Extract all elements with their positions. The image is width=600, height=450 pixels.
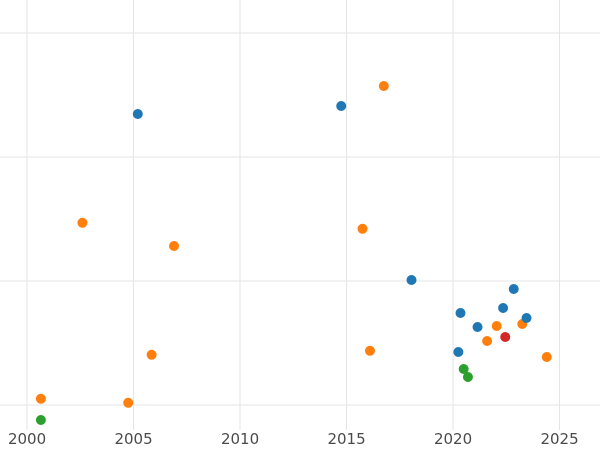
x-tick-label: 2020 bbox=[434, 430, 472, 448]
data-point-orange bbox=[77, 217, 88, 228]
data-point-orange bbox=[146, 349, 157, 360]
x-tick-label: 2015 bbox=[327, 430, 365, 448]
data-point-blue bbox=[508, 284, 519, 294]
data-point-blue bbox=[132, 109, 143, 119]
data-point-blue bbox=[521, 313, 532, 323]
x-tick-label: 2005 bbox=[114, 430, 152, 448]
data-point-blue bbox=[472, 322, 483, 332]
data-point-orange bbox=[169, 241, 180, 251]
x-tick-label: 2025 bbox=[540, 430, 578, 448]
data-point-orange bbox=[541, 352, 552, 362]
data-point-orange bbox=[378, 81, 389, 91]
data-point-orange bbox=[364, 345, 375, 356]
data-point-blue bbox=[498, 303, 509, 313]
data-point-orange bbox=[491, 321, 502, 331]
data-point-orange bbox=[123, 397, 134, 408]
data-point-green bbox=[35, 415, 46, 425]
x-tick-label: 2000 bbox=[8, 430, 46, 448]
data-point-red bbox=[500, 332, 511, 342]
data-point-orange bbox=[35, 393, 46, 404]
data-point-green bbox=[458, 364, 469, 374]
data-point-blue bbox=[336, 101, 347, 111]
data-point-blue bbox=[455, 308, 466, 318]
x-tick-label: 2010 bbox=[221, 430, 259, 448]
data-point-orange bbox=[482, 336, 493, 346]
data-point-blue bbox=[453, 347, 464, 357]
data-point-blue bbox=[406, 275, 417, 285]
data-point-green bbox=[462, 372, 473, 382]
data-point-orange bbox=[357, 223, 368, 234]
